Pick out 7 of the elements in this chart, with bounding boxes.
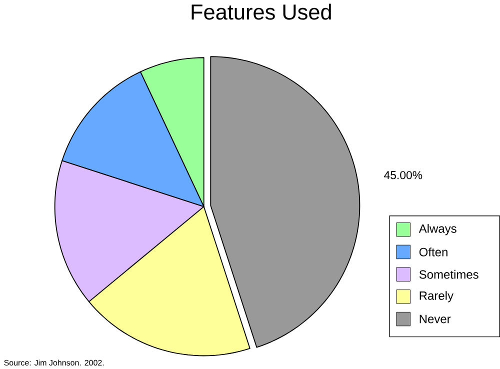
data-label: 45.00%	[384, 170, 422, 179]
legend-label: Always	[418, 224, 456, 236]
legend-label: Never	[420, 314, 451, 324]
legend-label: Rarely	[420, 290, 454, 302]
chart-title: Features Used	[192, 4, 331, 20]
legend-label: Often	[419, 247, 448, 256]
legend-label: Sometimes	[419, 270, 478, 279]
